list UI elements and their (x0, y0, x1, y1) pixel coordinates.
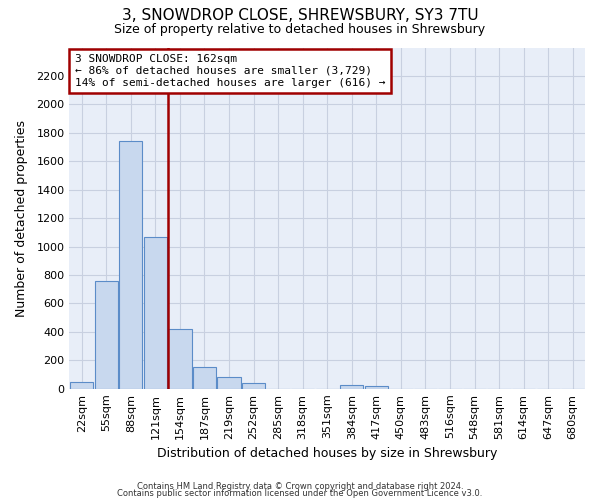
Text: Contains public sector information licensed under the Open Government Licence v3: Contains public sector information licen… (118, 490, 482, 498)
Bar (119, 142, 142, 389)
Bar (70, 382, 94, 389)
Bar (193, 368, 216, 389)
Bar (242, 383, 265, 389)
Bar (144, 236, 167, 389)
Bar (217, 378, 241, 389)
Bar (168, 329, 191, 389)
Text: Size of property relative to detached houses in Shrewsbury: Size of property relative to detached ho… (115, 22, 485, 36)
Text: 3 SNOWDROP CLOSE: 162sqm
← 86% of detached houses are smaller (3,729)
14% of sem: 3 SNOWDROP CLOSE: 162sqm ← 86% of detach… (74, 54, 385, 88)
Text: Contains HM Land Registry data © Crown copyright and database right 2024.: Contains HM Land Registry data © Crown c… (137, 482, 463, 491)
Text: 3, SNOWDROP CLOSE, SHREWSBURY, SY3 7TU: 3, SNOWDROP CLOSE, SHREWSBURY, SY3 7TU (122, 8, 478, 22)
X-axis label: Distribution of detached houses by size in Shrewsbury: Distribution of detached houses by size … (157, 447, 497, 460)
Y-axis label: Number of detached properties: Number of detached properties (15, 120, 28, 316)
Bar (365, 386, 388, 389)
Bar (340, 384, 364, 389)
Bar (95, 280, 118, 389)
